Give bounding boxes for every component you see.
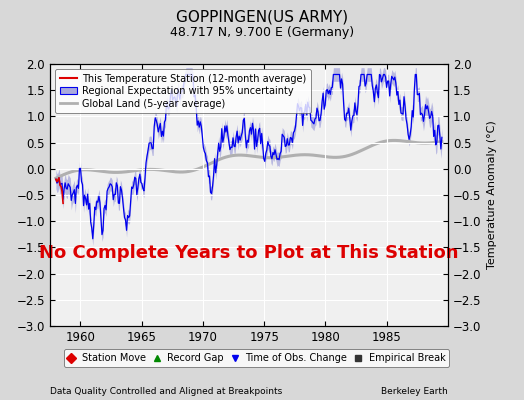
Text: Berkeley Earth: Berkeley Earth xyxy=(381,387,448,396)
Y-axis label: Temperature Anomaly (°C): Temperature Anomaly (°C) xyxy=(487,121,497,269)
Legend: Station Move, Record Gap, Time of Obs. Change, Empirical Break: Station Move, Record Gap, Time of Obs. C… xyxy=(64,349,449,367)
Text: 48.717 N, 9.700 E (Germany): 48.717 N, 9.700 E (Germany) xyxy=(170,26,354,39)
Text: Data Quality Controlled and Aligned at Breakpoints: Data Quality Controlled and Aligned at B… xyxy=(50,387,282,396)
Text: GOPPINGEN(US ARMY): GOPPINGEN(US ARMY) xyxy=(176,10,348,25)
Text: No Complete Years to Plot at This Station: No Complete Years to Plot at This Statio… xyxy=(39,244,459,262)
Legend: This Temperature Station (12-month average), Regional Expectation with 95% uncer: This Temperature Station (12-month avera… xyxy=(54,69,311,114)
